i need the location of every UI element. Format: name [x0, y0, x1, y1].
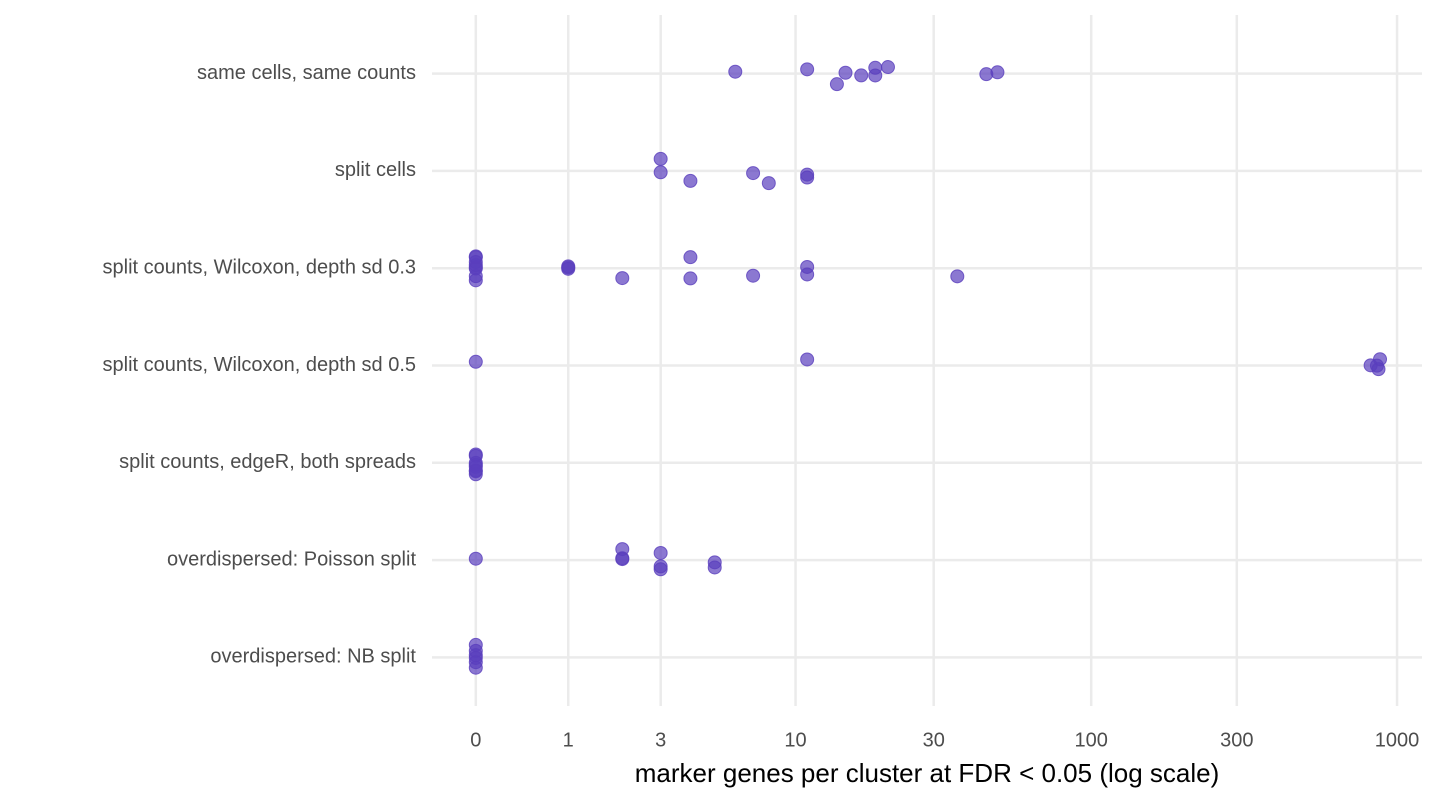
- point: [707, 560, 722, 575]
- point: [829, 77, 844, 92]
- point: [746, 166, 761, 181]
- y-tick-label: split counts, edgeR, both spreads: [119, 451, 416, 473]
- y-tick-label: same cells, same counts: [197, 62, 416, 84]
- x-tick-label: 0: [470, 729, 481, 751]
- point: [728, 64, 743, 79]
- x-tick-label: 1: [563, 729, 574, 751]
- point: [868, 60, 883, 75]
- point: [800, 62, 815, 77]
- point: [653, 165, 668, 180]
- x-tick-label: 1000: [1375, 729, 1420, 751]
- point: [468, 447, 483, 462]
- point: [653, 545, 668, 560]
- point: [683, 173, 698, 188]
- x-tick-label: 3: [655, 729, 666, 751]
- y-tick-label: overdispersed: NB split: [210, 646, 416, 668]
- point: [468, 464, 483, 479]
- point: [468, 250, 483, 265]
- point: [615, 552, 630, 567]
- point: [683, 271, 698, 286]
- point: [761, 176, 776, 191]
- point: [854, 68, 869, 83]
- point: [468, 354, 483, 369]
- x-axis-title: marker genes per cluster at FDR < 0.05 (…: [635, 758, 1220, 788]
- point: [838, 65, 853, 80]
- point: [800, 170, 815, 185]
- y-tick-label: split cells: [335, 159, 416, 181]
- point: [990, 65, 1005, 80]
- x-tick-label: 100: [1075, 729, 1108, 751]
- point: [880, 60, 895, 75]
- point: [683, 250, 698, 265]
- point: [800, 259, 815, 274]
- y-tick-label: split counts, Wilcoxon, depth sd 0.5: [103, 354, 417, 376]
- x-tick-label: 30: [923, 729, 945, 751]
- y-tick-label: overdispersed: Poisson split: [167, 548, 416, 570]
- point: [746, 268, 761, 283]
- point: [950, 269, 965, 284]
- point: [1373, 352, 1388, 367]
- point: [468, 551, 483, 566]
- point: [653, 559, 668, 574]
- point: [653, 151, 668, 166]
- point: [800, 352, 815, 367]
- y-tick-label: split counts, Wilcoxon, depth sd 0.3: [103, 256, 417, 278]
- x-tick-label: 300: [1220, 729, 1253, 751]
- point: [468, 273, 483, 288]
- point: [615, 271, 630, 286]
- point: [561, 259, 576, 274]
- point: [468, 655, 483, 670]
- x-tick-label: 10: [784, 729, 806, 751]
